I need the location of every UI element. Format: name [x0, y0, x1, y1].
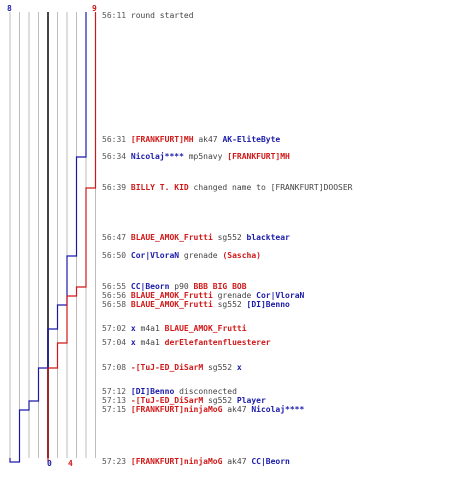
event-time: 57:15 [102, 405, 131, 414]
event-row: 56:55 CC|Beorn p90 BBB BIG BOB [102, 282, 247, 291]
event-row: 57:23 [FRANKFURT]ninjaMoG ak47 CC|Beorn [102, 457, 290, 466]
blue-player-name: [DI]Benno [246, 300, 290, 309]
event-row: 56:31 [FRANKFURT]MH ak47 AK-EliteByte [102, 135, 280, 144]
event-action: grenade [179, 251, 223, 260]
blue-player-name: Player [236, 396, 266, 405]
blue-start-count: 8 [7, 4, 12, 13]
red-start-count: 9 [92, 4, 97, 13]
red-player-name: BLAUE_AMOK_Frutti [130, 300, 213, 309]
event-time: 56:58 [102, 300, 131, 309]
event-time: 56:47 [102, 233, 131, 242]
red-player-name: derElefantenfluesterer [164, 338, 271, 347]
red-player-name: [FRANKFURT]MH [227, 152, 290, 161]
event-action: changed name to [FRANKFURT]DOOSER [188, 183, 353, 192]
event-action: m4a1 [135, 324, 165, 333]
event-time: 56:50 [102, 251, 131, 260]
event-action: round started [130, 11, 194, 20]
event-row: 56:56 BLAUE_AMOK_Frutti grenade Cor|Vlor… [102, 291, 304, 300]
red-end-count: 4 [68, 459, 73, 468]
red-player-name: BBB BIG BOB [193, 282, 247, 291]
event-time: 56:56 [102, 291, 131, 300]
event-time: 56:34 [102, 152, 131, 161]
event-action: sg552 [212, 300, 247, 309]
event-row: 56:50 Cor|VloraN grenade (Sascha) [102, 251, 261, 260]
event-row: 56:58 BLAUE_AMOK_Frutti sg552 [DI]Benno [102, 300, 290, 309]
event-row: 56:11 round started [102, 11, 194, 20]
blue-player-name: Cor|VloraN [256, 291, 305, 300]
blue-player-name: x [130, 324, 136, 333]
blue-player-name: AK-EliteByte [222, 135, 281, 144]
event-time: 56:31 [102, 135, 131, 144]
blue-player-name: x [236, 363, 242, 372]
event-action: sg552 [203, 363, 237, 372]
event-row: 56:47 BLAUE_AMOK_Frutti sg552 blacktear [102, 233, 290, 242]
red-player-name: -[TuJ-ED_DiSarM [130, 396, 204, 405]
event-time: 57:02 [102, 324, 131, 333]
event-time: 57:12 [102, 387, 131, 396]
event-action: sg552 [212, 233, 247, 242]
event-action: ak47 [222, 457, 252, 466]
red-alive-line [47, 12, 97, 462]
red-player-name: BLAUE_AMOK_Frutti [164, 324, 247, 333]
red-player-name: BLAUE_AMOK_Frutti [130, 233, 213, 242]
event-time: 57:04 [102, 338, 131, 347]
event-time: 56:55 [102, 282, 131, 291]
blue-player-name: x [130, 338, 136, 347]
event-action: ak47 [222, 405, 252, 414]
blue-alive-line [9, 12, 87, 463]
red-player-name: -[TuJ-ED_DiSarM [130, 363, 204, 372]
blue-player-name: blacktear [246, 233, 290, 242]
event-time: 56:11 [102, 11, 131, 20]
red-player-name: [FRANKFURT]MH [130, 135, 194, 144]
event-action: mp5navy [183, 152, 228, 161]
event-row: 56:39 BILLY T. KID changed name to [FRAN… [102, 183, 352, 192]
event-row: 57:12 [DI]Benno disconnected [102, 387, 237, 396]
event-time: 57:13 [102, 396, 131, 405]
event-time: 56:39 [102, 183, 131, 192]
event-action: grenade [212, 291, 257, 300]
event-action: ak47 [193, 135, 223, 144]
blue-player-name: CC|Beorn [251, 457, 290, 466]
event-row: 57:15 [FRANKFURT]ninjaMoG ak47 Nicolaj**… [102, 405, 304, 414]
blue-player-name: CC|Beorn [130, 282, 170, 291]
red-player-name: BILLY T. KID [130, 183, 189, 192]
red-player-name: (Sascha) [222, 251, 261, 260]
event-row: 57:08 -[TuJ-ED_DiSarM sg552 x [102, 363, 242, 372]
red-player-name: [FRANKFURT]ninjaMoG [130, 405, 223, 414]
blue-end-count: 0 [47, 459, 52, 468]
event-action: disconnected [174, 387, 237, 396]
blue-player-name: Cor|VloraN [130, 251, 180, 260]
event-row: 57:13 -[TuJ-ED_DiSarM sg552 Player [102, 396, 266, 405]
alive-players-graph [9, 12, 97, 463]
event-row: 57:04 x m4a1 derElefantenfluesterer [102, 338, 271, 347]
event-time: 57:08 [102, 363, 131, 372]
red-player-name: [FRANKFURT]ninjaMoG [130, 457, 223, 466]
blue-player-name: Nicolaj**** [130, 152, 184, 161]
event-time: 57:23 [102, 457, 131, 466]
blue-player-name: [DI]Benno [130, 387, 175, 396]
event-action: p90 [169, 282, 194, 291]
event-row: 56:34 Nicolaj**** mp5navy [FRANKFURT]MH [102, 152, 290, 161]
blue-player-name: Nicolaj**** [251, 405, 305, 414]
event-row: 57:02 x m4a1 BLAUE_AMOK_Frutti [102, 324, 247, 333]
red-player-name: BLAUE_AMOK_Frutti [130, 291, 213, 300]
event-action: sg552 [203, 396, 237, 405]
event-action: m4a1 [135, 338, 165, 347]
